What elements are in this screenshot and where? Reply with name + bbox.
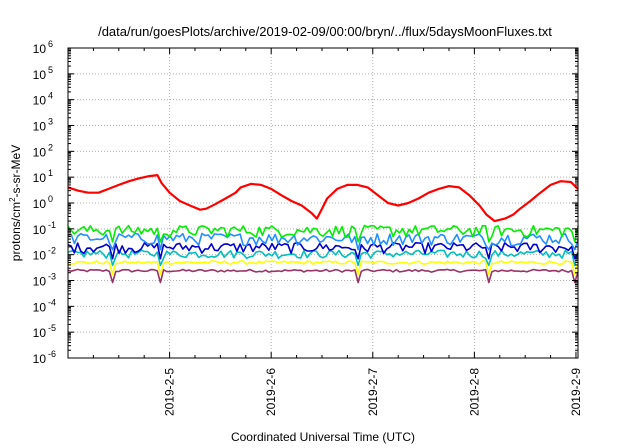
- y-tick-label-exponent: 6: [48, 39, 53, 49]
- x-tick-label: 2019-2-6: [264, 368, 278, 416]
- y-axis-label-sup: 2: [8, 197, 17, 202]
- x-axis: 2019-2-5 2019-2-6 2019-2-7 2019-2-8 2019-2-9: [92, 48, 583, 416]
- y-tick-label: 10: [33, 68, 47, 82]
- series-line: [67, 249, 579, 267]
- series-line: [67, 224, 579, 243]
- y-tick-label: 10: [33, 120, 47, 134]
- x-tick-label: 2019-2-8: [467, 368, 481, 416]
- y-tick-label-exponent: 3: [48, 117, 53, 127]
- y-tick-label: 10: [33, 197, 47, 211]
- y-tick-label-base: 10: [33, 42, 47, 56]
- y-tick-label-base: 10: [33, 68, 47, 82]
- y-tick-label: 10: [33, 249, 47, 263]
- series-line: [67, 232, 579, 251]
- y-tick-label-exponent: 1: [48, 168, 53, 178]
- y-tick-label: 10: [33, 223, 47, 237]
- series-line: [68, 260, 579, 275]
- y-tick-label-exponent: 4: [48, 91, 53, 101]
- y-tick-label-exponent: 5: [48, 65, 53, 75]
- y-tick-label-exponent: -5: [48, 323, 56, 333]
- y-tick-label-base: 10: [33, 300, 47, 314]
- y-tick-label: 10: [33, 171, 47, 185]
- y-tick-label: 10: [33, 300, 47, 314]
- y-tick-label-exponent: -1: [48, 220, 56, 230]
- y-axis-label-rest: -s-sr-MeV: [9, 145, 23, 198]
- x-tick-label: 2019-2-7: [366, 368, 380, 416]
- y-tick-label: 10: [33, 326, 47, 340]
- chart-title: /data/run/goesPlots/archive/2019-02-09/0…: [98, 24, 552, 39]
- y-tick-label: 10: [33, 275, 47, 289]
- y-tick-label-base: 10: [33, 249, 47, 263]
- y-tick-label-base: 10: [33, 171, 47, 185]
- x-axis-label: Coordinated Universal Time (UTC): [231, 430, 415, 444]
- y-tick-label-base: 10: [33, 326, 47, 340]
- series-line: [67, 174, 579, 223]
- y-tick-label-exponent: -4: [48, 297, 56, 307]
- y-tick-label-exponent: 0: [48, 194, 53, 204]
- y-tick-label: 10: [33, 94, 47, 108]
- y-tick-label-exponent: -2: [48, 246, 56, 256]
- x-tick-label: 2019-2-9: [569, 368, 583, 416]
- y-tick-label-base: 10: [33, 275, 47, 289]
- y-tick-label-base: 10: [33, 94, 47, 108]
- y-tick-label: 10: [33, 42, 47, 56]
- series-line: [67, 268, 579, 284]
- y-tick-label-base: 10: [33, 352, 47, 366]
- x-tick-label: 2019-2-5: [163, 368, 177, 416]
- y-tick-label-base: 10: [33, 120, 47, 134]
- y-tick-label-base: 10: [33, 223, 47, 237]
- y-tick-label-exponent: -3: [48, 272, 56, 282]
- grid-lines: [68, 48, 578, 358]
- y-axis-label-base: protons/cm: [9, 202, 23, 261]
- y-axis-label: protons/cm2-s-sr-MeV: [8, 145, 23, 261]
- y-tick-label-base: 10: [33, 197, 47, 211]
- y-tick-label-base: 10: [33, 145, 47, 159]
- y-tick-label: 10: [33, 352, 47, 366]
- data-series: [67, 174, 579, 284]
- y-tick-label: 10: [33, 145, 47, 159]
- y-tick-label-exponent: 2: [48, 142, 53, 152]
- y-tick-label-exponent: -6: [48, 349, 56, 359]
